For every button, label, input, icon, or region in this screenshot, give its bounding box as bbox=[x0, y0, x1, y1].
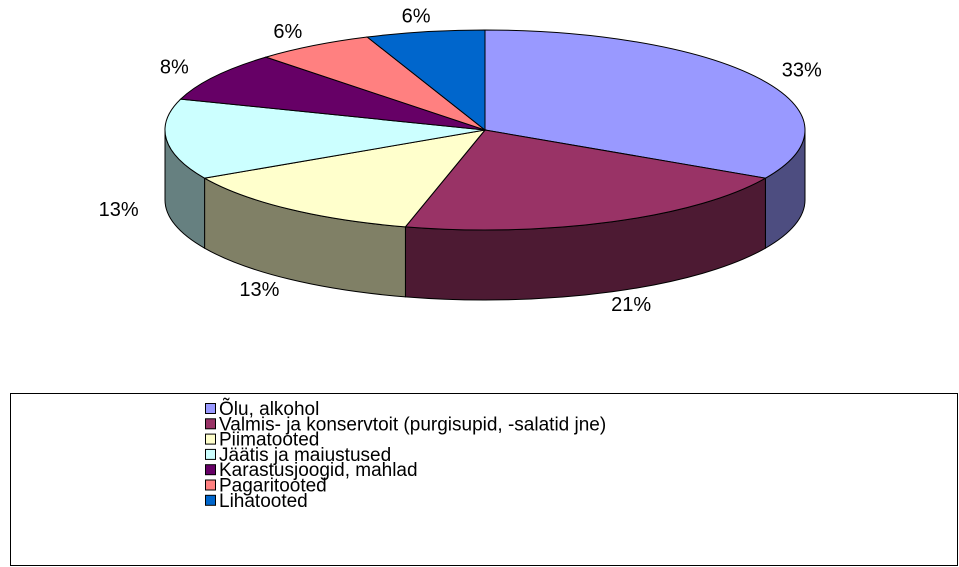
pie-slice bbox=[164, 98, 486, 179]
legend-box bbox=[10, 393, 958, 566]
data-label: 6% bbox=[402, 5, 431, 27]
pie-slice bbox=[179, 56, 486, 131]
pie-slice bbox=[264, 36, 486, 131]
pie-slice bbox=[484, 29, 806, 179]
legend-swatch bbox=[205, 418, 216, 430]
legend-swatch bbox=[205, 448, 216, 460]
pie-slice bbox=[404, 129, 767, 231]
legend-label: Pagaritooted bbox=[219, 476, 327, 497]
legend-swatch bbox=[205, 494, 216, 506]
legend-label: Lihatooted bbox=[219, 491, 308, 512]
legend-swatch bbox=[205, 433, 216, 445]
data-label: 8% bbox=[160, 57, 189, 79]
legend-label: Valmis- ja konservtoit (purgisupid, -sal… bbox=[219, 414, 606, 435]
legend-label: Karastusjoogid, mahlad bbox=[219, 460, 418, 481]
legend-swatch bbox=[205, 479, 216, 491]
data-label: 33% bbox=[782, 60, 822, 82]
legend-swatch bbox=[205, 403, 216, 414]
data-label: 13% bbox=[99, 199, 139, 221]
legend-swatch bbox=[205, 464, 216, 476]
legend-label: Õlu, alkohol bbox=[219, 398, 319, 420]
legend-label: Jäätis ja maiustused bbox=[219, 445, 391, 466]
data-label: 13% bbox=[239, 279, 279, 301]
data-label: 21% bbox=[611, 294, 651, 316]
data-label: 6% bbox=[273, 21, 302, 43]
legend-label: Piimatooted bbox=[219, 430, 319, 451]
pie-slice bbox=[365, 29, 486, 132]
pie-slice bbox=[203, 129, 487, 228]
